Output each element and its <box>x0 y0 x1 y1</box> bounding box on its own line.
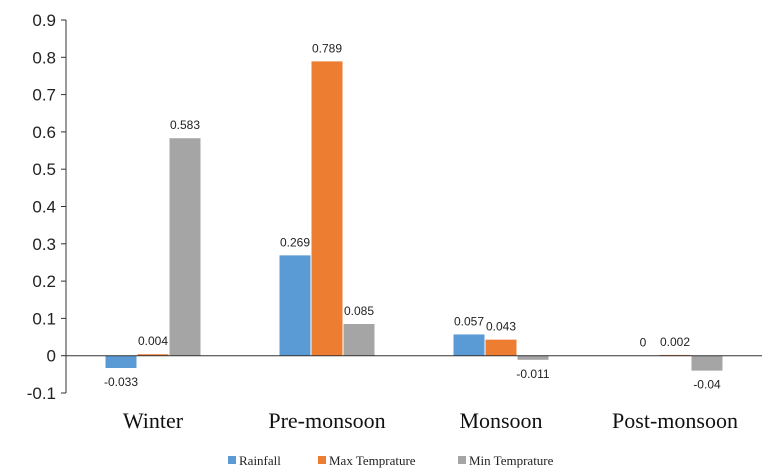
data-label: -0.033 <box>104 375 138 389</box>
y-tick-label: 0.2 <box>32 272 56 291</box>
data-labels: -0.033 0.004 0.583 0.269 0.789 0.085 0.057 0.04… <box>104 41 721 391</box>
bar-min-temprature-monsoon <box>517 355 549 360</box>
data-label: 0.583 <box>170 118 200 132</box>
y-tick-label: 0 <box>47 347 56 366</box>
x-axis: Winter Pre-monsoon Monsoon Post-monsoon <box>66 355 762 433</box>
data-label: 0.043 <box>486 320 516 334</box>
legend-label: Max Temprature <box>329 453 416 468</box>
y-tick-label: 0.1 <box>32 309 56 328</box>
data-label: 0.789 <box>312 41 342 55</box>
bar-rainfall-monsoon <box>453 334 485 356</box>
bar-rainfall-pre-monsoon <box>279 255 311 356</box>
bar-min-temprature-winter <box>169 138 201 356</box>
data-label: -0.011 <box>516 367 549 381</box>
bar-max-temprature-pre-monsoon <box>311 61 343 356</box>
legend: Rainfall Max Temprature Min Temprature <box>228 453 554 468</box>
bar-rainfall-winter <box>105 355 137 369</box>
category-label: Winter <box>123 408 184 433</box>
category-label: Post-monsoon <box>612 408 738 433</box>
legend-swatch <box>318 456 326 464</box>
y-tick-label: 0.5 <box>32 160 56 179</box>
y-tick-label: 0.8 <box>32 48 56 67</box>
bar-min-temprature-post-monsoon <box>691 355 723 371</box>
y-axis: -0.1 0 0.1 0.2 0.3 0.4 0.5 0.6 0.7 0.8 0.9 <box>27 11 67 403</box>
legend-swatch <box>458 456 466 464</box>
bars <box>105 61 723 371</box>
legend-label: Rainfall <box>239 453 281 468</box>
legend-label: Min Temprature <box>469 453 554 468</box>
category-label: Monsoon <box>459 408 542 433</box>
bar-max-temprature-monsoon <box>485 339 517 356</box>
data-label: 0.269 <box>280 235 310 249</box>
data-label: 0.085 <box>344 304 374 318</box>
data-label: 0.057 <box>454 314 484 328</box>
data-label: 0.002 <box>660 335 690 349</box>
y-tick-label: 0.7 <box>32 86 56 105</box>
y-tick-label: 0.4 <box>32 198 56 217</box>
y-tick-label: 0.3 <box>32 235 56 254</box>
y-tick-label: 0.9 <box>32 11 56 30</box>
y-tick-label: -0.1 <box>27 384 56 403</box>
bar-min-temprature-pre-monsoon <box>343 323 375 356</box>
data-label: 0 <box>640 336 647 350</box>
data-label: -0.04 <box>693 378 721 392</box>
y-tick-label: 0.6 <box>32 123 56 142</box>
data-label: 0.004 <box>138 334 168 348</box>
bar-max-temprature-winter <box>137 354 169 356</box>
legend-swatch <box>228 456 236 464</box>
category-label: Pre-monsoon <box>268 408 385 433</box>
